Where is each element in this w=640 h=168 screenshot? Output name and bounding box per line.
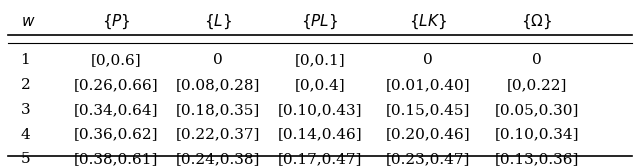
Text: [0,0.22]: [0,0.22] <box>506 78 567 92</box>
Text: [0.18,0.35]: [0.18,0.35] <box>176 103 260 117</box>
Text: [0.01,0.40]: [0.01,0.40] <box>386 78 470 92</box>
Text: 2: 2 <box>20 78 30 92</box>
Text: [0,0.6]: [0,0.6] <box>91 53 141 67</box>
Text: [0.38,0.61]: [0.38,0.61] <box>74 152 158 166</box>
Text: [0.34,0.64]: [0.34,0.64] <box>74 103 158 117</box>
Text: [0,0.4]: [0,0.4] <box>294 78 346 92</box>
Text: 0: 0 <box>532 53 541 67</box>
Text: 0: 0 <box>424 53 433 67</box>
Text: $\{\Omega\}$: $\{\Omega\}$ <box>521 13 552 31</box>
Text: [0.26,0.66]: [0.26,0.66] <box>74 78 159 92</box>
Text: [0.08,0.28]: [0.08,0.28] <box>176 78 260 92</box>
Text: [0.14,0.46]: [0.14,0.46] <box>278 128 362 142</box>
Text: $w$: $w$ <box>20 15 35 29</box>
Text: [0.23,0.47]: [0.23,0.47] <box>386 152 470 166</box>
Text: [0,0.1]: [0,0.1] <box>294 53 346 67</box>
Text: [0.24,0.38]: [0.24,0.38] <box>176 152 260 166</box>
Text: $\{PL\}$: $\{PL\}$ <box>301 13 339 31</box>
Text: [0.10,0.34]: [0.10,0.34] <box>495 128 579 142</box>
Text: 5: 5 <box>20 152 30 166</box>
Text: 4: 4 <box>20 128 30 142</box>
Text: 1: 1 <box>20 53 30 67</box>
Text: [0.05,0.30]: [0.05,0.30] <box>495 103 579 117</box>
Text: [0.36,0.62]: [0.36,0.62] <box>74 128 158 142</box>
Text: [0.20,0.46]: [0.20,0.46] <box>386 128 470 142</box>
Text: [0.10,0.43]: [0.10,0.43] <box>278 103 362 117</box>
Text: $\{P\}$: $\{P\}$ <box>102 13 131 31</box>
Text: [0.13,0.36]: [0.13,0.36] <box>495 152 579 166</box>
Text: [0.15,0.45]: [0.15,0.45] <box>386 103 470 117</box>
Text: 3: 3 <box>20 103 30 117</box>
Text: [0.17,0.47]: [0.17,0.47] <box>278 152 362 166</box>
Text: $\{L\}$: $\{L\}$ <box>204 13 232 31</box>
Text: [0.22,0.37]: [0.22,0.37] <box>176 128 260 142</box>
Text: $\{LK\}$: $\{LK\}$ <box>410 13 447 31</box>
Text: 0: 0 <box>213 53 223 67</box>
